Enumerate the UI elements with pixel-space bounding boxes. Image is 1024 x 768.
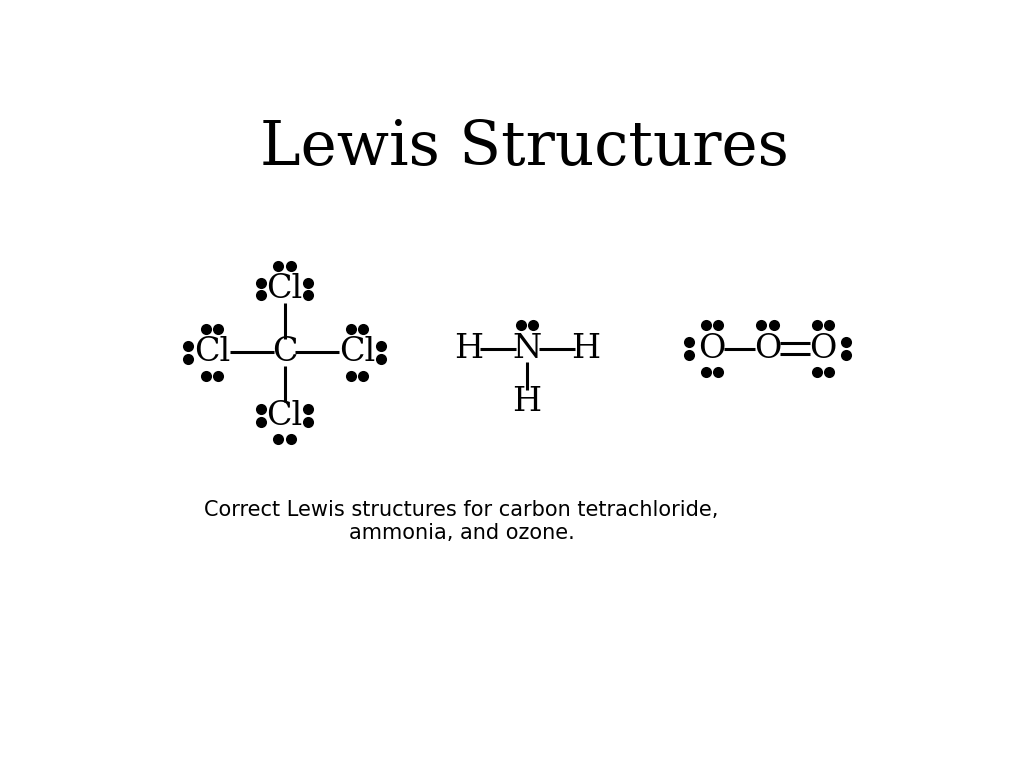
- Text: Correct Lewis structures for carbon tetrachloride,: Correct Lewis structures for carbon tetr…: [205, 500, 719, 520]
- Text: H: H: [455, 333, 483, 365]
- Text: H: H: [513, 386, 542, 419]
- Text: Cl: Cl: [339, 336, 375, 369]
- Text: ammonia, and ozone.: ammonia, and ozone.: [349, 523, 574, 544]
- Text: O: O: [698, 333, 726, 365]
- Text: Cl: Cl: [266, 273, 303, 305]
- Text: H: H: [570, 333, 600, 365]
- Text: C: C: [271, 336, 297, 369]
- Text: O: O: [809, 333, 837, 365]
- Text: N: N: [512, 333, 542, 365]
- Text: Lewis Structures: Lewis Structures: [260, 118, 790, 178]
- Text: Cl: Cl: [194, 336, 230, 369]
- Text: O: O: [754, 333, 781, 365]
- Text: Cl: Cl: [266, 399, 303, 432]
